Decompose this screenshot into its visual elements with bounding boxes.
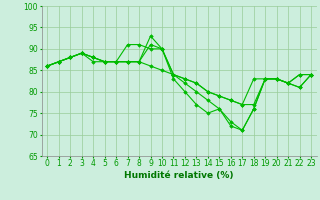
X-axis label: Humidité relative (%): Humidité relative (%) [124,171,234,180]
